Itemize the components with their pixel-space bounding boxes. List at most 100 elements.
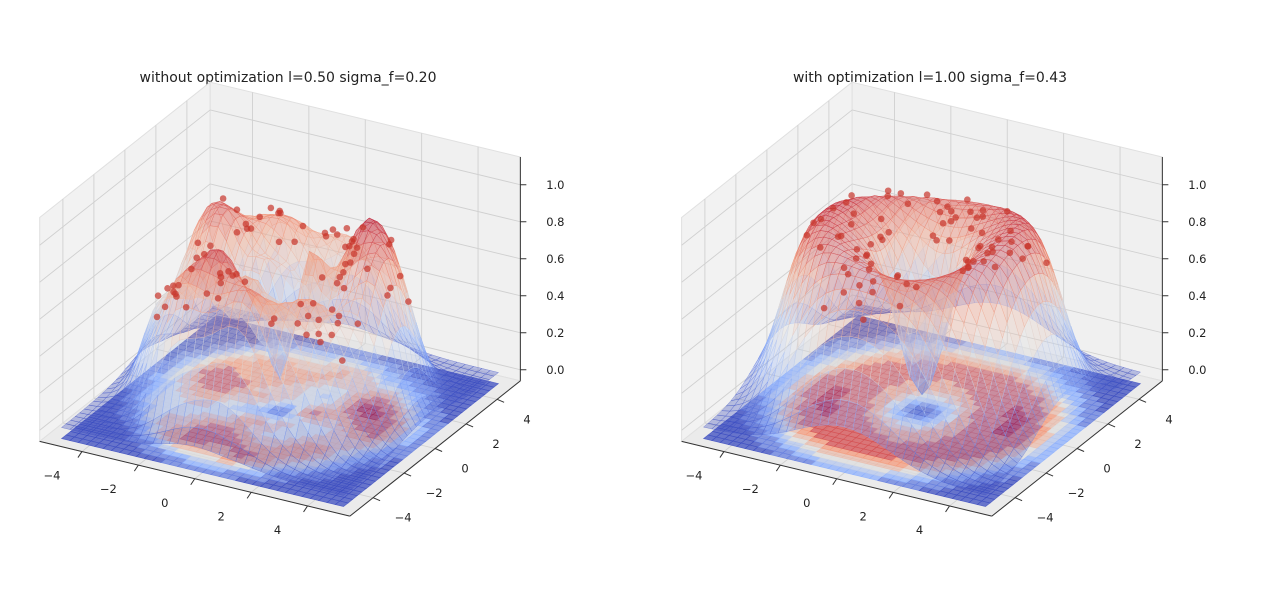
x-tick-label: −2	[742, 482, 759, 496]
y-tick-label: −4	[395, 511, 412, 525]
data-point	[877, 233, 884, 241]
data-point	[359, 224, 367, 231]
data-point	[837, 232, 845, 240]
data-point	[340, 269, 347, 276]
data-point	[947, 217, 955, 225]
y-tick-mark	[372, 497, 381, 502]
data-point	[896, 302, 904, 310]
data-point	[193, 254, 200, 262]
x-tick-label: −2	[100, 482, 117, 496]
data-point	[967, 208, 974, 216]
z-tick-label: 0.0	[1188, 363, 1206, 377]
data-point	[994, 236, 1002, 243]
data-point	[233, 229, 241, 236]
data-point	[973, 214, 981, 222]
plot-title: without optimization l=0.50 sigma_f=0.20	[140, 70, 437, 86]
data-point	[364, 265, 371, 273]
z-tick-label: 0.4	[1188, 289, 1206, 303]
data-point	[267, 204, 275, 212]
y-tick-mark	[434, 448, 443, 452]
z-tick-label: 1.0	[1188, 178, 1206, 192]
data-point	[315, 316, 322, 324]
data-point	[847, 221, 855, 228]
data-point	[268, 320, 275, 328]
x-tick-mark	[77, 451, 83, 458]
data-point	[1024, 242, 1031, 250]
data-point	[328, 306, 336, 313]
x-tick-label: 4	[274, 523, 281, 537]
x-tick-mark	[246, 492, 252, 499]
data-point	[975, 244, 982, 252]
data-point	[233, 206, 241, 213]
data-point	[1003, 207, 1011, 215]
data-point	[321, 229, 329, 237]
data-point	[384, 292, 391, 299]
data-point	[342, 260, 349, 268]
z-tick-label: 0.4	[546, 289, 564, 303]
data-point	[855, 299, 863, 307]
data-point	[170, 288, 177, 296]
x-tick-mark	[190, 478, 196, 486]
data-point	[885, 229, 892, 236]
data-point	[342, 243, 349, 251]
data-point	[939, 219, 947, 227]
y-tick-label: 4	[523, 412, 530, 426]
axis-line	[349, 380, 521, 517]
data-point	[334, 319, 342, 327]
z-tick-label: 0.2	[1188, 326, 1206, 340]
data-point	[333, 279, 341, 287]
grid-line	[39, 294, 211, 431]
data-point	[991, 263, 999, 271]
data-point	[893, 273, 901, 281]
data-point	[840, 264, 848, 272]
data-point	[829, 204, 837, 212]
data-point	[844, 270, 852, 278]
grid-line	[39, 220, 211, 357]
grid-line	[39, 109, 211, 246]
data-point	[860, 316, 867, 323]
data-point	[856, 282, 863, 289]
data-point	[169, 282, 177, 289]
x-tick-label: 4	[916, 523, 923, 537]
y-tick-mark	[403, 472, 412, 477]
data-point	[335, 312, 343, 320]
grid-line	[39, 257, 211, 394]
y-tick-label: 4	[1165, 412, 1172, 426]
x-tick-mark	[133, 464, 139, 472]
data-point	[343, 224, 351, 232]
data-point	[884, 192, 892, 200]
data-point	[936, 208, 944, 216]
data-point	[328, 331, 336, 339]
data-point	[317, 338, 324, 346]
y-tick-mark	[496, 398, 505, 403]
y-tick-mark	[1138, 398, 1147, 403]
y-tick-label: −2	[426, 486, 443, 500]
data-point	[862, 252, 870, 260]
data-point	[867, 260, 875, 268]
data-point	[216, 269, 224, 277]
z-tick-label: 0.6	[546, 252, 564, 266]
grid-line	[39, 146, 211, 283]
z-tick-label: 0.6	[1188, 252, 1206, 266]
x-tick-mark	[888, 492, 894, 499]
data-point	[1007, 227, 1014, 235]
data-point	[946, 237, 953, 244]
data-point	[338, 357, 346, 364]
data-point	[164, 285, 171, 292]
x-tick-mark	[719, 451, 725, 458]
data-point	[853, 245, 861, 253]
data-point	[816, 244, 824, 251]
data-point	[959, 267, 967, 275]
z-tick-label: 0.8	[546, 215, 564, 229]
data-point	[233, 270, 240, 278]
data-point	[810, 219, 817, 227]
data-point	[214, 295, 222, 302]
data-point	[194, 239, 202, 247]
data-point	[964, 196, 971, 204]
data-point	[978, 229, 986, 237]
data-point	[965, 263, 972, 271]
data-point	[803, 231, 811, 239]
data-point	[979, 207, 987, 214]
data-point	[877, 215, 885, 223]
